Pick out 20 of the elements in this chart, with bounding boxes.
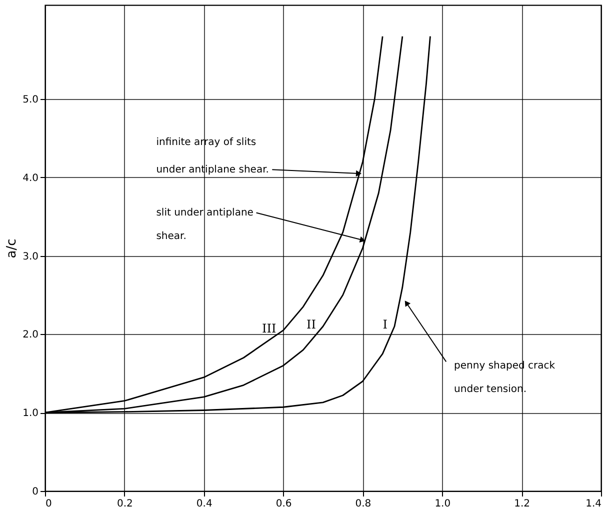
x-tick-label: 1.4 bbox=[586, 498, 602, 510]
y-tick-label: 1.0 bbox=[22, 408, 38, 420]
x-tick-label: 1.0 bbox=[434, 498, 451, 510]
series-label: III bbox=[262, 321, 277, 336]
x-tick-label: 0.4 bbox=[196, 498, 212, 510]
x-tick-label: 0.6 bbox=[276, 498, 292, 510]
annotation: shear. bbox=[156, 231, 186, 242]
x-tick-label: 1.2 bbox=[514, 498, 530, 510]
series-label: II bbox=[306, 317, 316, 332]
x-tick-label: 0 bbox=[46, 498, 52, 510]
y-tick-label: 2.0 bbox=[22, 330, 38, 341]
y-axis-title: a/c bbox=[4, 238, 20, 258]
series-label: I bbox=[382, 317, 388, 332]
annotation: slit under antiplane bbox=[156, 208, 254, 219]
y-tick-label: 4.0 bbox=[22, 172, 38, 184]
x-tick-label: 0.8 bbox=[355, 498, 372, 510]
y-tick-label: 5.0 bbox=[22, 94, 38, 106]
y-tick-label: 3.0 bbox=[22, 251, 38, 262]
y-tick-label: 0 bbox=[32, 486, 38, 498]
x-tick-label: 0.2 bbox=[116, 498, 133, 510]
